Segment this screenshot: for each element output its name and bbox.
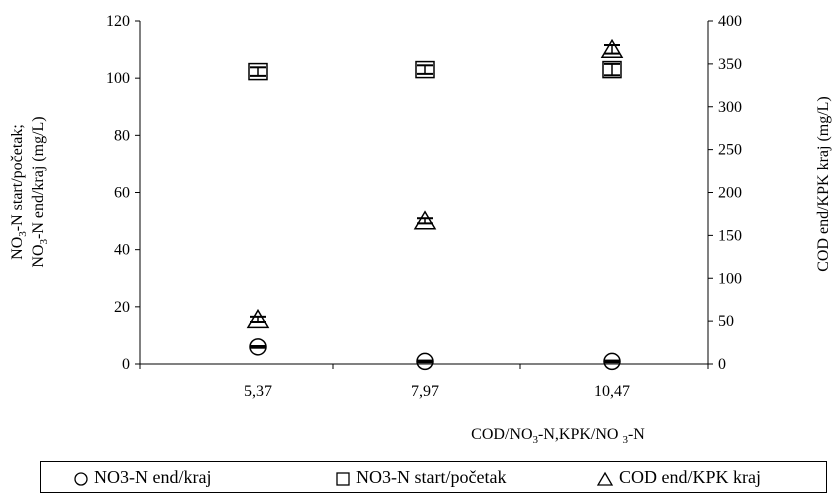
- right-y-tick-label: 0: [718, 356, 726, 373]
- x-axis-label: COD/NO3-N,KPK/NO 3-N: [471, 426, 645, 446]
- left-y-axis-label-line2: NO3-N end/kraj (mg/L): [30, 116, 50, 267]
- right-y-tick-label: 350: [718, 56, 742, 73]
- legend-item-cod-end: COD end/KPK kraj: [596, 466, 761, 488]
- legend-label-no3-start: NO3-N start/početak: [356, 467, 507, 487]
- right-y-tick-label: 200: [718, 185, 742, 202]
- circle-marker: [249, 338, 267, 356]
- left-y-tick-label: 120: [106, 13, 130, 30]
- left-y-tick-label: 60: [114, 185, 130, 202]
- right-y-axis-label: COD end/KPK kraj (mg/L): [815, 96, 832, 272]
- right-y-tick-label: 50: [718, 313, 734, 330]
- legend-item-no3-end: NO3-N end/kraj: [73, 466, 211, 488]
- legend-circle-marker: [74, 472, 88, 486]
- legend-label-cod-end: COD end/KPK kraj: [619, 467, 761, 487]
- left-y-tick-label: 80: [114, 127, 130, 144]
- left-y-tick-label: 40: [114, 242, 130, 259]
- triangle-marker: [600, 38, 624, 59]
- triangle-marker: [413, 210, 437, 230]
- chart-legend: NO3-N end/kraj NO3-N start/početak COD e…: [40, 461, 827, 493]
- x-tick-label: 5,37: [244, 383, 272, 400]
- legend-square-marker: [336, 472, 350, 486]
- chart-plot: 0 20 40 60 80 100 120 0 50 100 150 200 250 300 350 400 5…: [9, 13, 832, 446]
- circle-marker: [603, 352, 621, 371]
- x-tick-label: 10,47: [594, 383, 630, 400]
- square-marker: [602, 60, 622, 79]
- x-tick-label: 7,97: [411, 383, 439, 400]
- legend-item-no3-start: NO3-N start/početak: [335, 466, 506, 488]
- triangle-marker: [246, 308, 270, 329]
- left-y-axis-label-line1: NO3-N start/početak;: [9, 124, 29, 260]
- square-marker: [415, 60, 435, 79]
- right-y-tick-label: 400: [718, 13, 742, 30]
- left-y-tick-label: 100: [106, 70, 130, 87]
- circle-marker: [416, 352, 434, 371]
- right-y-tick-label: 100: [718, 270, 742, 287]
- right-y-tick-label: 150: [718, 227, 742, 244]
- right-y-tick-label: 300: [718, 99, 742, 116]
- left-y-tick-label: 0: [122, 356, 130, 373]
- left-y-tick-label: 20: [114, 299, 130, 316]
- legend-triangle-marker: [596, 471, 614, 486]
- right-y-tick-label: 250: [718, 142, 742, 159]
- square-marker: [248, 62, 268, 81]
- legend-label-no3-end: NO3-N end/kraj: [94, 467, 212, 487]
